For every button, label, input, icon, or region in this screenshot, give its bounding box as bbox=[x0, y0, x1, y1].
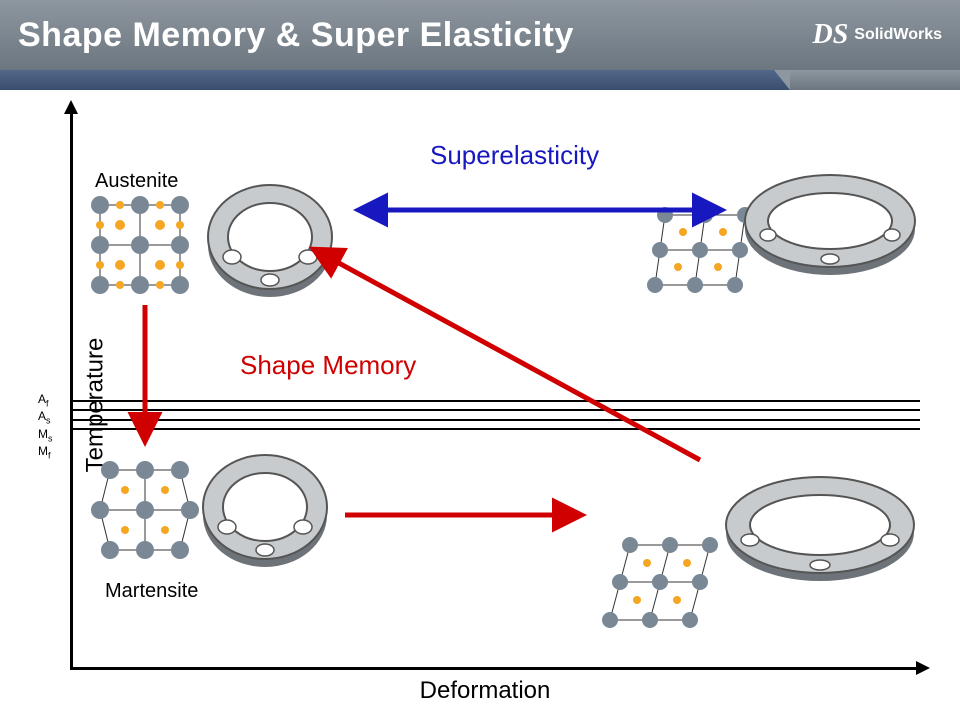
shape-memory-cool-arrow bbox=[135, 300, 155, 450]
label-martensite: Martensite bbox=[105, 580, 198, 603]
martensite-deformed-lattice-icon bbox=[605, 540, 715, 625]
label-as: As bbox=[38, 409, 51, 423]
header-accent-right bbox=[790, 70, 960, 90]
header-main: Shape Memory & Super Elasticity DS Solid… bbox=[0, 0, 960, 70]
brand-logo: DS SolidWorks bbox=[812, 19, 942, 51]
martensite-deformed-ring-icon bbox=[720, 465, 920, 595]
shape-memory-heat-arrow bbox=[300, 240, 710, 470]
martensite-lattice-icon bbox=[95, 460, 195, 560]
austenite-lattice-icon bbox=[95, 200, 185, 290]
x-axis bbox=[70, 667, 920, 670]
brand-name: SolidWorks bbox=[854, 26, 942, 44]
label-ms: Ms bbox=[38, 427, 53, 441]
label-austenite: Austenite bbox=[95, 170, 178, 193]
y-axis bbox=[70, 110, 73, 670]
x-axis-label: Deformation bbox=[420, 677, 551, 705]
transition-labels: Af As Ms Mf bbox=[38, 393, 53, 463]
superelasticity-arrow bbox=[350, 200, 730, 220]
slide-title: Shape Memory & Super Elasticity bbox=[18, 16, 574, 55]
diagram-area: Temperature Deformation Af As Ms Mf Supe… bbox=[40, 110, 930, 700]
label-superelasticity: Superelasticity bbox=[430, 140, 599, 171]
label-af: Af bbox=[38, 392, 49, 406]
brand-prefix: DS bbox=[812, 19, 848, 51]
slide-header: Shape Memory & Super Elasticity DS Solid… bbox=[0, 0, 960, 90]
label-mf: Mf bbox=[38, 444, 51, 458]
austenite-deformed-ring-icon bbox=[740, 165, 920, 285]
shape-memory-deform-arrow bbox=[340, 505, 590, 525]
